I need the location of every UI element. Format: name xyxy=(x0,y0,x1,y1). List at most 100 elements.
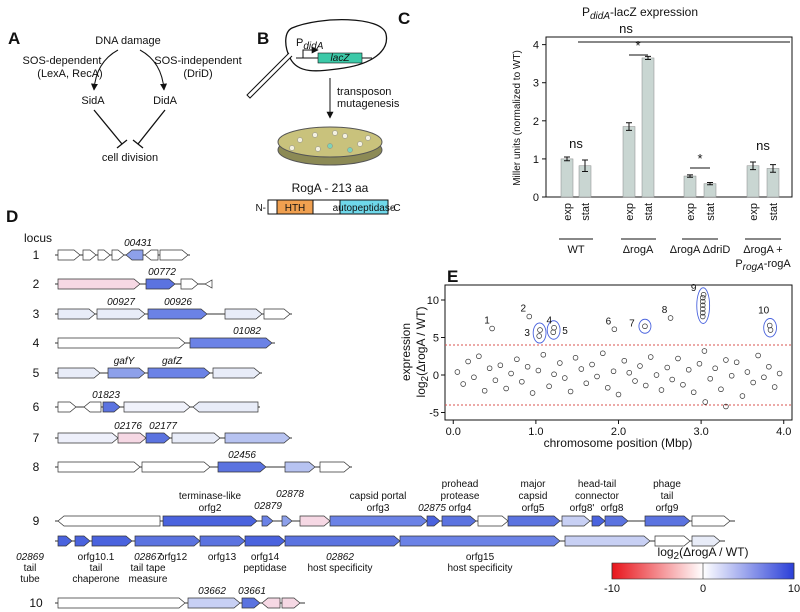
panel-b: B PdidA lacZ transposon mutagenesis RogA… xyxy=(246,18,401,215)
gene-label: tail tape xyxy=(130,563,165,574)
gene xyxy=(91,535,133,547)
gene xyxy=(224,432,291,444)
group-label: ΔrogA + xyxy=(743,244,782,256)
gene-label: capsid portal xyxy=(350,491,407,502)
point xyxy=(733,359,740,366)
y-tick-label: -5 xyxy=(429,408,439,420)
group-label: ProgA-rogA xyxy=(735,258,791,273)
point xyxy=(626,370,632,376)
colorbar-tick-label: 0 xyxy=(700,583,706,595)
annotation: 6 xyxy=(606,316,612,327)
bar xyxy=(746,165,760,198)
point xyxy=(526,313,533,320)
x-tick-label: exp xyxy=(624,203,636,221)
point xyxy=(701,348,708,354)
gene-label: 02177 xyxy=(149,421,177,432)
error-bar xyxy=(645,55,651,60)
panel-label: E xyxy=(447,267,458,286)
locus-number: 1 xyxy=(33,248,40,262)
x-axis-title: chromosome position (Mbp) xyxy=(544,436,693,450)
gene-label: measure xyxy=(129,574,168,585)
point xyxy=(546,383,552,390)
point xyxy=(744,369,751,375)
node: DidA xyxy=(153,95,178,107)
y-tick-label: 3 xyxy=(533,78,539,90)
locus-number: 10 xyxy=(29,596,43,610)
point xyxy=(653,372,660,378)
gene-label: tail xyxy=(90,563,103,574)
inhibit xyxy=(132,109,166,149)
point xyxy=(476,353,482,360)
gene xyxy=(147,367,211,379)
gene xyxy=(263,308,291,320)
gene-label: 03661 xyxy=(238,586,266,597)
gene-label: gafY xyxy=(114,356,136,367)
gene-label: orfg8' xyxy=(570,503,595,514)
point xyxy=(755,352,761,359)
error-bar xyxy=(564,156,570,162)
title-part: -lacZ expression xyxy=(610,5,698,19)
point xyxy=(702,399,708,405)
cluster-ring xyxy=(696,287,711,324)
significance: ns xyxy=(756,138,770,153)
gene-label: tail xyxy=(661,491,674,502)
point xyxy=(669,376,675,383)
gene-label: gafZ xyxy=(162,356,183,367)
y-tick-label: 10 xyxy=(427,295,439,307)
point xyxy=(535,367,542,374)
point xyxy=(615,391,622,398)
gene xyxy=(189,337,273,349)
path-label: (DriD) xyxy=(183,68,212,80)
point xyxy=(712,365,718,372)
point xyxy=(605,385,611,391)
point xyxy=(700,292,707,298)
point xyxy=(718,386,724,393)
path-label: SOS-independent xyxy=(154,55,241,67)
gene xyxy=(57,337,186,349)
gene-label: 02869 xyxy=(16,552,44,563)
point xyxy=(454,369,461,375)
point xyxy=(675,355,681,362)
y-tick-label: 0 xyxy=(533,192,539,204)
annotation: 4 xyxy=(546,315,552,326)
locus-number: 9 xyxy=(33,514,40,528)
gene xyxy=(204,279,213,289)
gene-label: orfg2 xyxy=(199,503,222,514)
gene xyxy=(591,515,606,527)
title-part: log xyxy=(658,545,674,559)
gene xyxy=(281,597,301,609)
point xyxy=(767,327,774,333)
gene xyxy=(192,401,259,413)
point xyxy=(700,310,706,316)
gene-label: 01823 xyxy=(92,390,120,401)
locus-number: 3 xyxy=(33,307,40,321)
gene-label: chaperone xyxy=(72,574,120,585)
point xyxy=(514,356,520,363)
gene-label: tail xyxy=(24,563,37,574)
gene-label: phage xyxy=(653,479,681,490)
protein: RogA - 213 aa xyxy=(292,181,369,195)
point xyxy=(519,379,525,385)
point xyxy=(557,360,563,366)
cluster-ring xyxy=(763,318,777,338)
error-bar xyxy=(770,164,776,173)
gene xyxy=(125,249,144,261)
gene xyxy=(241,597,261,609)
gene xyxy=(299,515,331,527)
locus-number: 2 xyxy=(33,277,40,291)
gene xyxy=(224,308,263,320)
point xyxy=(621,358,628,364)
y-axis-title: log2(ΔrogA / WT) xyxy=(414,307,431,398)
gene xyxy=(691,535,721,547)
point xyxy=(680,382,686,388)
point xyxy=(700,302,706,309)
x-tick-label: 0.0 xyxy=(446,426,461,438)
bar xyxy=(683,175,697,198)
label-part: P xyxy=(735,258,742,270)
gene-label: terminase-like xyxy=(179,491,242,502)
gene-label: 02878 xyxy=(276,489,304,500)
gene xyxy=(477,515,509,527)
colonies xyxy=(289,130,371,153)
error-bar xyxy=(687,174,693,178)
gene xyxy=(102,401,121,413)
